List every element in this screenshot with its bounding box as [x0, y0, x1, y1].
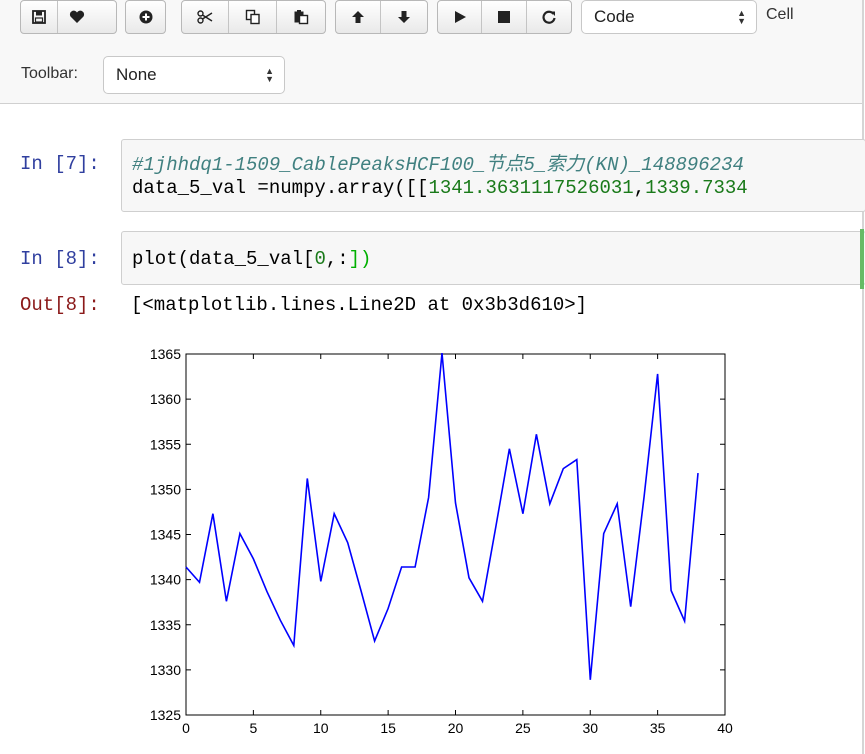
notebook-toolbar: Code ▲ ▼ Cell Toolbar: None ▲ ▼ — [0, 0, 862, 104]
move-down-button[interactable] — [381, 1, 427, 33]
code-bracket: ]) — [348, 248, 372, 270]
y-tick-label: 1325 — [150, 707, 181, 723]
x-tick-label: 10 — [313, 720, 329, 736]
toolbar-select-value: None — [116, 65, 157, 84]
cut-button[interactable] — [182, 1, 230, 33]
move-up-icon — [352, 11, 364, 23]
insert-button-group — [125, 0, 166, 34]
copy-button[interactable] — [229, 1, 277, 33]
x-tick-label: 25 — [515, 720, 531, 736]
paste-icon — [294, 10, 309, 25]
checkpoint-button[interactable] — [58, 1, 96, 33]
plot-area — [185, 353, 726, 716]
cell-8-input[interactable]: plot(data_5_val[0,:]) — [121, 231, 865, 285]
code-line: plot(data_5_val[0,:]) — [132, 248, 371, 270]
interrupt-button[interactable] — [482, 1, 527, 33]
code-text: plot(data_5_val[ — [132, 248, 315, 270]
cell-8-output-text: [<matplotlib.lines.Line2D at 0x3b3d610>] — [131, 294, 588, 316]
x-tick-label: 15 — [380, 720, 396, 736]
y-tick-label: 1360 — [150, 391, 181, 407]
x-tick-label: 5 — [249, 720, 257, 736]
restart-button[interactable] — [527, 1, 571, 33]
code-number: 1339.7334 — [645, 177, 748, 199]
stop-icon — [498, 11, 511, 23]
y-tick-label: 1335 — [150, 617, 181, 633]
x-tick-label: 35 — [650, 720, 666, 736]
x-tick-label: 40 — [717, 720, 733, 736]
axis-ticks: 0 5 10 15 20 25 30 35 40 1325 1330 1335 1340 1345 1350… — [150, 346, 733, 736]
code-text: , — [633, 177, 646, 199]
data-line-series — [185, 353, 699, 680]
cell-8-prompt: In [8]: — [20, 248, 100, 270]
move-up-button[interactable] — [336, 1, 382, 33]
save-button[interactable] — [21, 1, 58, 33]
cell-label: Cell — [766, 6, 794, 23]
cell-7-input[interactable]: #1jhhdq1-1509_CablePeaksHCF100_节点5_索力(KN… — [121, 139, 865, 212]
cell-8-output-prompt: Out[8]: — [20, 294, 100, 316]
toolbar-label: Toolbar: — [21, 65, 78, 82]
cell-type-select[interactable]: Code ▲ ▼ — [581, 0, 757, 34]
code-text: data_5_val =numpy.array([[ — [132, 177, 429, 199]
y-tick-label: 1365 — [150, 346, 181, 362]
y-tick-label: 1340 — [150, 572, 181, 588]
code-number: 1341.3631117526031 — [428, 177, 634, 199]
restart-icon — [542, 10, 556, 24]
code-number: 0 — [314, 248, 326, 270]
code-comment: #1jhhdq1-1509_CablePeaksHCF100_节点5_索力(KN… — [132, 154, 744, 176]
y-tick-label: 1355 — [150, 436, 181, 452]
select-arrows-icon: ▲ ▼ — [737, 8, 746, 26]
cut-icon — [197, 10, 213, 24]
cell-7-prompt: In [7]: — [20, 153, 100, 175]
select-arrows-icon: ▲ ▼ — [265, 66, 274, 84]
copy-icon — [245, 9, 260, 25]
code-text: ,: — [325, 248, 349, 270]
x-tick-label: 0 — [182, 720, 190, 736]
move-button-group — [335, 0, 428, 34]
move-down-icon — [398, 11, 410, 23]
run-icon — [454, 11, 466, 23]
y-tick-label: 1350 — [150, 481, 181, 497]
x-tick-label: 20 — [448, 720, 464, 736]
x-tick-label: 30 — [582, 720, 598, 736]
plus-icon — [139, 10, 152, 24]
edit-button-group — [181, 0, 326, 34]
y-tick-label: 1345 — [150, 527, 181, 543]
cell-type-value: Code — [594, 7, 635, 26]
paste-button[interactable] — [277, 1, 325, 33]
save-icon — [32, 10, 46, 24]
selected-cell-indicator — [860, 229, 864, 289]
y-tick-label: 1330 — [150, 662, 181, 678]
insert-cell-button[interactable] — [126, 1, 165, 33]
run-button[interactable] — [438, 1, 483, 33]
run-button-group — [437, 0, 572, 34]
toolbar-select[interactable]: None ▲ ▼ — [103, 56, 285, 94]
heart-icon — [69, 10, 85, 23]
code-line: data_5_val =numpy.array([[1341.363111752… — [132, 177, 748, 199]
notebook-scroll-edge — [862, 0, 864, 754]
file-button-group — [20, 0, 117, 34]
